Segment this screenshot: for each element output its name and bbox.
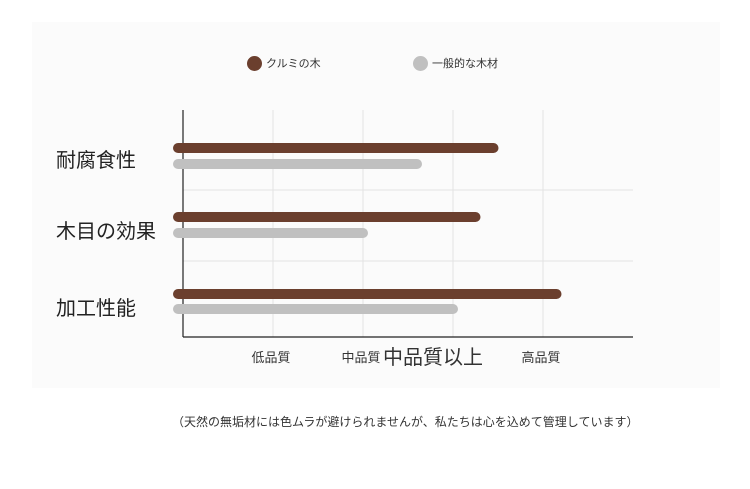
legend-label-generic: 一般的な木材 xyxy=(432,57,498,70)
x-tick-label: 高品質 xyxy=(521,350,560,366)
category-label-grain: 木目の効果 xyxy=(56,219,156,243)
x-tick-label: 中品質以上 xyxy=(383,345,483,369)
chart-panel xyxy=(32,22,720,388)
legend-item-generic: 一般的な木材 xyxy=(413,55,498,71)
category-label-workability: 加工性能 xyxy=(56,296,136,320)
legend-item-walnut: クルミの木 xyxy=(247,55,321,71)
legend-label-walnut: クルミの木 xyxy=(266,57,321,70)
legend-swatch-walnut xyxy=(247,55,262,71)
legend-swatch-generic xyxy=(413,55,428,71)
x-tick-label: 低品質 xyxy=(251,351,290,366)
footnote: （天然の無垢材には色ムラが避けられませんが、私たちは心を込めて管理しています） xyxy=(172,415,639,429)
category-label-corrosion: 耐腐食性 xyxy=(56,148,136,172)
x-tick-label: 中品質 xyxy=(341,351,380,366)
